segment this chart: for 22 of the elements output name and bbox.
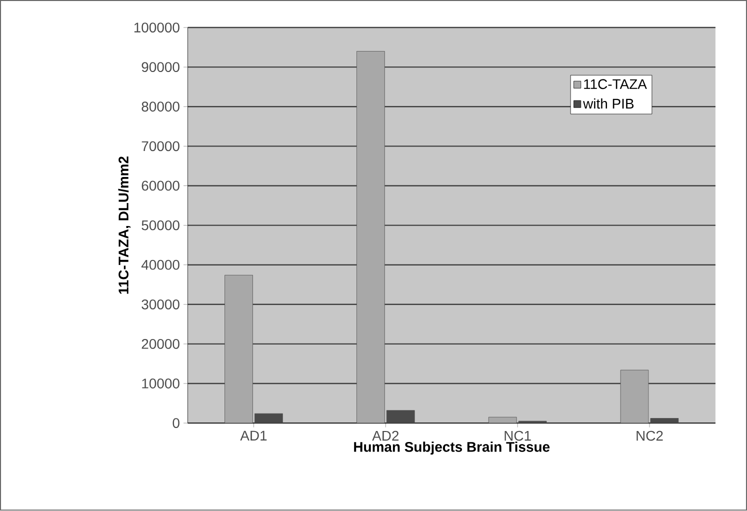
x-tick-label: NC1: [504, 430, 531, 441]
x-tick-label: AD2: [372, 430, 399, 441]
y-axis-title: 11C-TAZA, DLU/mm2: [118, 156, 131, 294]
x-tick-label: AD1: [240, 430, 267, 441]
y-tick-label: 80000: [142, 102, 180, 112]
y-tick-label: 50000: [142, 220, 180, 230]
legend-label: with PIB: [583, 98, 634, 109]
y-tick-label: 0: [172, 418, 180, 428]
y-tick-label: 10000: [142, 378, 180, 389]
legend-label: 11C-TAZA: [584, 79, 647, 90]
y-tick-label: 70000: [142, 141, 180, 152]
y-tick-label: 100000: [134, 22, 180, 33]
y-tick-label: 30000: [142, 300, 180, 310]
bar: [356, 51, 385, 424]
y-tick-label: 20000: [142, 339, 180, 350]
x-tick-label: NC2: [636, 430, 663, 441]
bar: [620, 370, 649, 424]
bar: [224, 275, 253, 424]
y-tick-label: 40000: [141, 260, 180, 270]
x-axis-title: Human Subjects Brain Tissue: [354, 442, 550, 455]
y-tick-label: 60000: [142, 180, 180, 191]
y-tick-label: 90000: [142, 62, 180, 72]
